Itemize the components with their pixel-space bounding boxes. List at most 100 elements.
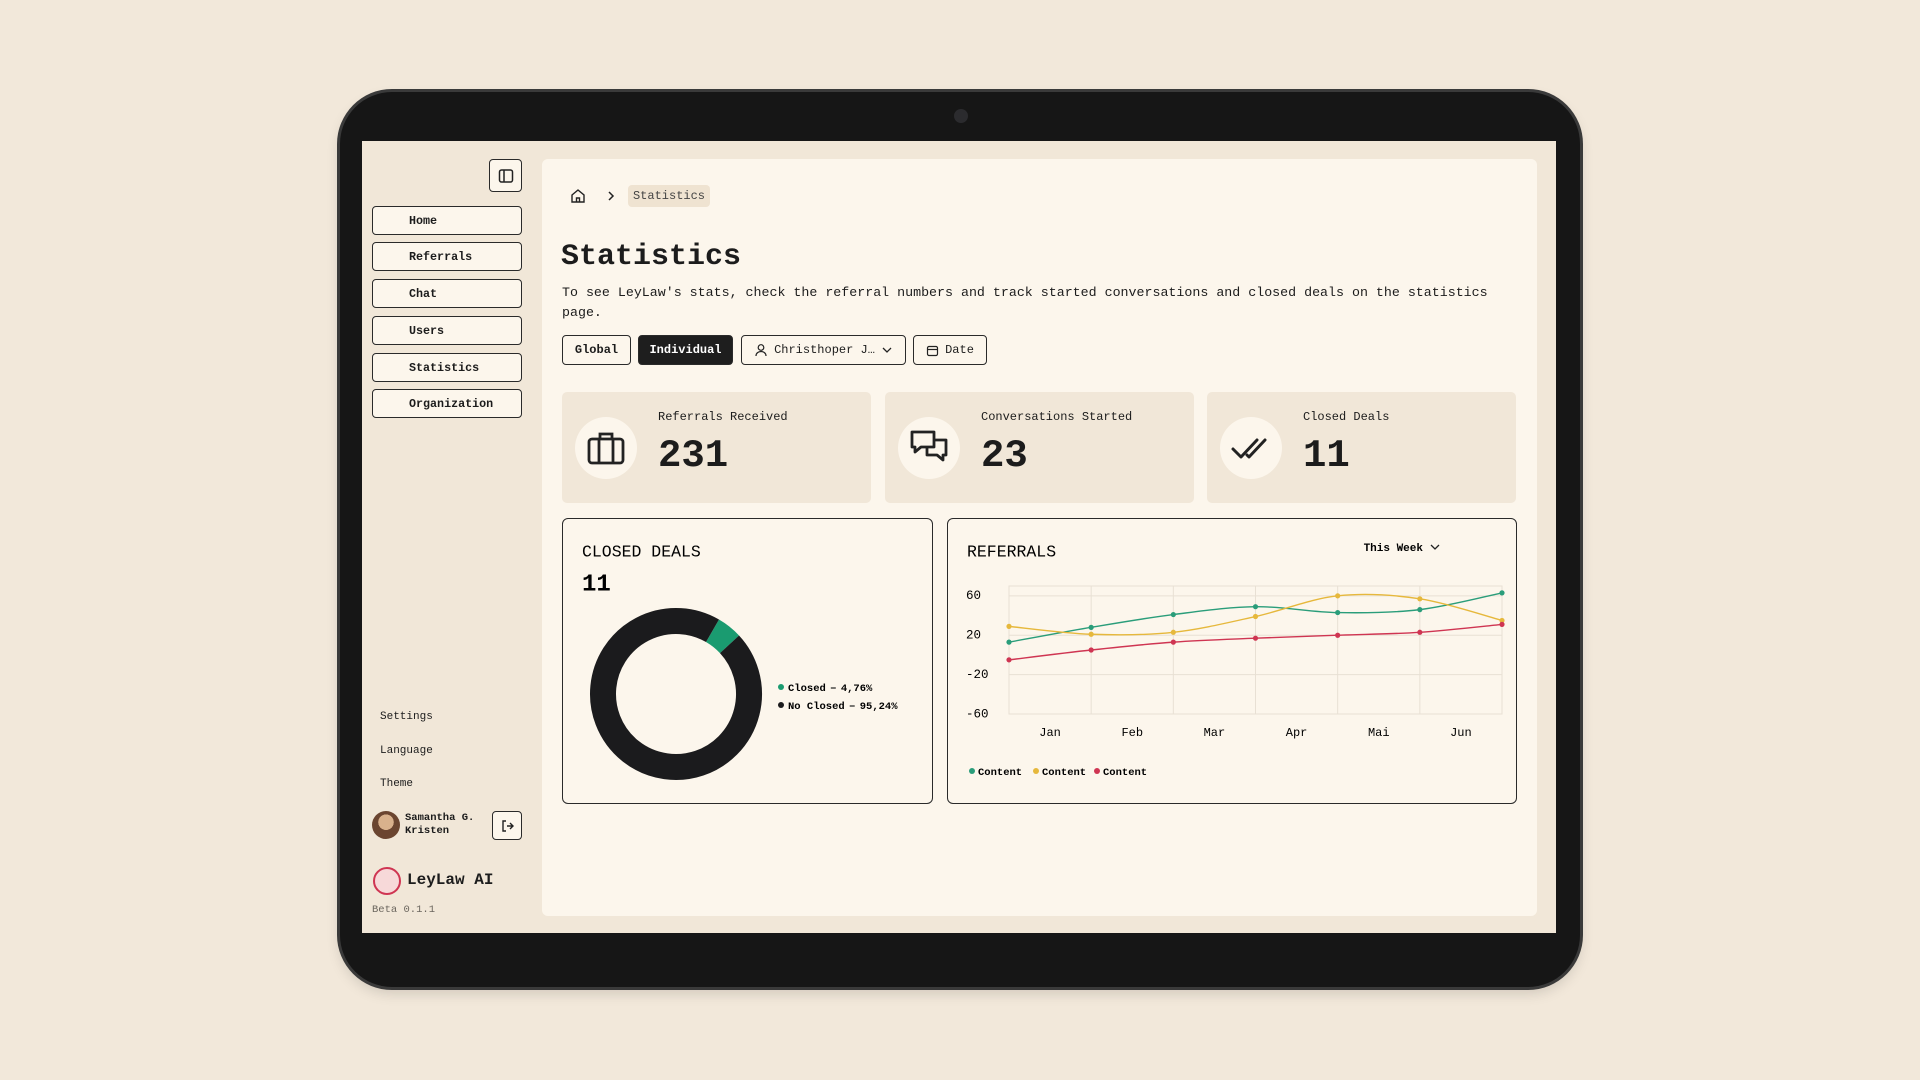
x-tick-label: Mar [1204,726,1226,740]
nav-label: Statistics [409,360,480,375]
data-point [1006,639,1012,645]
data-point [1335,593,1341,599]
y-tick-label: 60 [966,589,981,603]
dropdown-icon [882,347,892,353]
data-point [1335,609,1341,616]
legend-value: 4,76% [841,683,873,695]
legend-label: Content [1103,767,1147,779]
data-point [1417,607,1423,613]
donut-segment [705,619,740,654]
data-point [1170,611,1176,618]
logout-icon [502,819,514,832]
chart-title: REFERRALS [967,542,1056,561]
legend-label: Content [1042,767,1086,779]
nav-item[interactable]: Users [372,316,522,345]
menu-item[interactable]: Language [372,742,522,760]
filter-person-label: Christhoper J… [774,343,875,357]
legend-swatch [778,702,784,708]
page-description: To see LeyLaw's stats, check the referra… [562,285,1488,320]
menu-label: Settings [380,711,433,723]
menu-label: Theme [380,778,414,790]
breadcrumb-current: Statistics [628,185,710,207]
user-name: Samantha G. Kristen [405,812,475,837]
stat-card: Conversations Started 23 [885,392,1194,503]
legend-swatch [1094,768,1100,774]
stat-label: Conversations Started [981,410,1133,424]
y-tick-label: -60 [966,707,989,721]
nav-item[interactable]: Statistics [372,353,522,382]
person-icon [755,344,767,357]
nav-item[interactable]: Referrals [372,242,522,271]
sidebar-toggle[interactable] [489,159,522,192]
y-tick-label: 20 [966,629,981,643]
filter-date-label: Date [945,343,974,357]
menu-label: Language [380,745,433,757]
filter-person[interactable]: Christhoper J… [741,335,906,365]
data-point [1088,631,1094,637]
x-tick-label: Feb [1121,726,1143,740]
nav-label: Chat [409,286,438,301]
data-point [1252,635,1259,641]
donut-chart: CLOSED DEALS 11 Closed 4,76% No Closed 95,2… [582,542,899,780]
data-point [1088,624,1094,630]
legend-label: Content [978,767,1022,779]
page-title: Statistics [561,240,742,274]
period-selector[interactable]: This Week [1364,543,1424,555]
legend-value: 95,24% [860,701,899,713]
brand-logo [373,867,401,895]
legend-swatch [1033,768,1039,774]
legend-label: Closed [788,683,826,695]
data-point [1499,617,1505,624]
nav-label: Users [409,323,445,338]
data-point [1006,623,1012,629]
chart-total: 11 [582,571,611,598]
brand-name: LeyLaw AI [407,871,494,889]
filter-individual[interactable]: Individual [638,335,733,365]
stat-icon [1220,417,1282,479]
period-chevron [1430,544,1440,550]
version: Beta 0.1.1 [372,904,436,916]
menu-item[interactable]: Theme [372,775,522,793]
data-point [1335,632,1341,638]
x-tick-label: Jun [1450,726,1472,740]
data-point [1417,629,1423,635]
chart-title: CLOSED DEALS [582,542,701,561]
nav-item[interactable]: Organization [372,389,522,418]
stat-value: 11 [1303,434,1350,478]
x-tick-label: Apr [1286,726,1308,740]
stat-icon [898,417,960,479]
nav-item[interactable]: Home [372,206,522,235]
data-point [1499,590,1505,596]
referrals-card: REFERRALS This Week Jan Feb Mar Apr Mai Jun 60… [947,518,1517,804]
toggle-icon [498,168,513,183]
data-point [1499,621,1505,627]
legend-label: No Closed [788,701,845,713]
logout-button[interactable] [492,811,522,840]
stat-label: Closed Deals [1303,410,1390,424]
breadcrumb-chevron [608,191,615,201]
home-icon[interactable] [570,188,586,204]
nav-item[interactable]: Chat [372,279,522,308]
nav-label: Home [409,213,438,228]
legend-swatch [969,768,975,774]
data-point [1170,629,1176,635]
nav-label: Organization [409,396,494,411]
stat-card: Referrals Received 231 [562,392,871,503]
legend-category: Closed [788,683,826,695]
y-tick-label: -20 [966,668,989,682]
menu-item[interactable]: Settings [372,708,522,726]
data-point [1252,613,1259,620]
x-tick-label: Jan [1039,726,1061,740]
line-chart: REFERRALS This Week Jan Feb Mar Apr Mai Jun 60… [966,542,1505,779]
stat-value: 23 [981,434,1028,478]
data-point [1170,639,1176,645]
closed-deals-card: CLOSED DEALS 11 Closed 4,76% No Closed 95,2… [562,518,933,804]
camera [954,109,968,123]
nav-label: Referrals [409,249,473,264]
data-point [1006,657,1012,663]
stat-card: Closed Deals 11 [1207,392,1516,503]
filter-date[interactable]: Date [913,335,987,365]
donut-segment [590,608,762,780]
filter-global[interactable]: Global [562,335,631,365]
